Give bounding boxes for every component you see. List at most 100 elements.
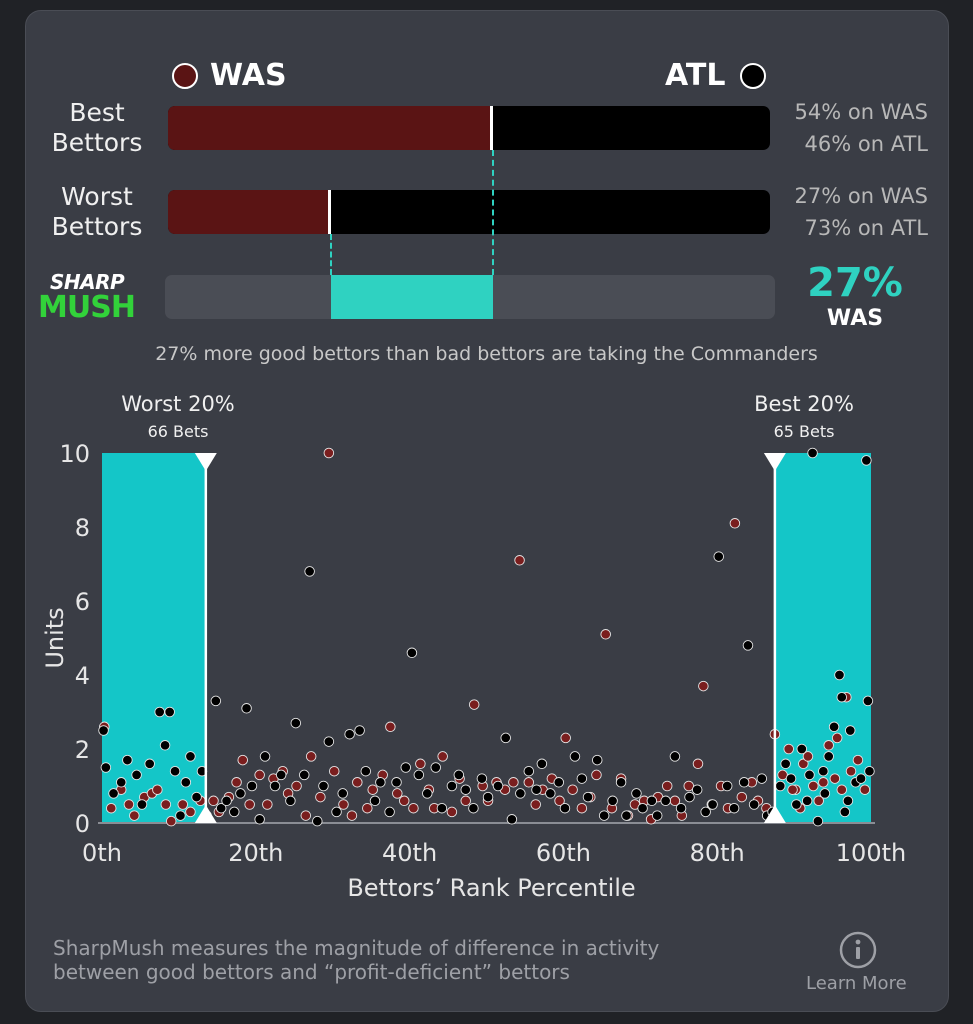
- point-atl: [660, 795, 671, 807]
- point-atl: [728, 802, 740, 814]
- point-atl: [684, 791, 695, 803]
- point-was: [385, 721, 396, 733]
- point-atl: [354, 725, 365, 736]
- sharpmush-logo-top: SHARP: [50, 270, 125, 294]
- point-atl: [259, 751, 271, 762]
- point-atl: [360, 765, 372, 777]
- point-atl: [828, 721, 840, 733]
- point-atl: [582, 791, 594, 803]
- point-atl: [323, 736, 335, 747]
- best-zone-count: 65 Bets: [774, 422, 835, 441]
- highlight-zones: [102, 453, 871, 823]
- point-was: [352, 777, 363, 788]
- point-atl: [98, 725, 109, 736]
- point-atl: [823, 751, 834, 762]
- best-split-dashed-line: [492, 150, 495, 275]
- footer-text-line1: SharpMush measures the magnitude of diff…: [53, 936, 660, 960]
- point-was: [262, 799, 273, 810]
- best-zone-boundary-top-handle: [763, 453, 786, 471]
- best-bettors-pct: 54% on WAS 46% on ATL: [778, 96, 929, 160]
- point-was: [523, 777, 535, 788]
- point-was: [165, 815, 177, 827]
- point-atl: [862, 695, 874, 707]
- learn-more-button[interactable]: Learn More: [800, 928, 918, 998]
- point-was: [392, 788, 403, 799]
- point-was: [346, 810, 358, 821]
- point-atl: [691, 784, 703, 795]
- point-was: [836, 784, 848, 795]
- point-atl: [180, 777, 192, 788]
- point-atl: [275, 769, 287, 781]
- point-was: [798, 758, 809, 770]
- point-was: [408, 802, 419, 814]
- worst-bettors-label-line1: Worst: [61, 182, 133, 211]
- worst-bettors-bar: [168, 190, 770, 234]
- point-atl: [108, 788, 119, 799]
- point-atl: [298, 769, 310, 781]
- point-was: [692, 758, 704, 770]
- point-atl: [812, 815, 824, 827]
- point-atl: [210, 695, 222, 707]
- point-atl: [861, 455, 872, 466]
- point-atl: [331, 806, 342, 818]
- y-tick-label: 4: [75, 662, 90, 690]
- point-atl: [844, 725, 856, 736]
- point-atl: [136, 799, 148, 810]
- point-atl: [675, 802, 687, 814]
- point-atl: [269, 780, 281, 792]
- point-was: [254, 769, 265, 781]
- point-atl: [569, 751, 581, 762]
- point-was: [338, 799, 349, 810]
- point-atl: [819, 788, 831, 799]
- point-atl: [400, 762, 412, 773]
- point-was: [244, 799, 255, 810]
- point-atl: [391, 777, 402, 788]
- point-atl: [545, 788, 556, 799]
- point-atl: [175, 810, 186, 821]
- point-atl: [801, 795, 813, 807]
- point-atl: [492, 780, 504, 792]
- point-atl: [185, 751, 196, 762]
- sharpmush-logo-bottom: MUSH: [38, 290, 136, 325]
- point-was: [514, 555, 525, 566]
- info-icon: [839, 931, 877, 969]
- point-atl: [553, 777, 565, 788]
- point-atl: [756, 773, 768, 784]
- best-bettors-bar: [168, 106, 770, 150]
- worst-bettors-pct: 27% on WAS 73% on ATL: [778, 180, 929, 244]
- worst-atl-pct-text: 73% on ATL: [804, 216, 928, 240]
- point-atl: [621, 810, 632, 821]
- point-was: [415, 758, 426, 770]
- point-atl: [500, 732, 511, 744]
- point-was: [291, 780, 302, 792]
- y-tick-label: 10: [59, 440, 90, 468]
- point-atl: [818, 765, 829, 777]
- point-was: [823, 740, 834, 751]
- point-atl: [169, 765, 181, 777]
- point-atl: [318, 780, 329, 792]
- worst-bettors-label: Worst Bettors: [42, 182, 152, 242]
- point-was: [185, 806, 196, 818]
- sharpmush-team: WAS: [826, 306, 884, 331]
- point-atl: [834, 669, 845, 681]
- point-was: [600, 629, 611, 640]
- point-atl: [482, 791, 494, 803]
- point-was: [576, 802, 588, 814]
- worst-zone-boundary-top-handle: [194, 453, 217, 471]
- point-atl: [369, 795, 381, 807]
- point-atl: [637, 802, 648, 814]
- point-atl: [839, 806, 851, 818]
- point-atl: [304, 566, 315, 577]
- point-was: [437, 751, 448, 762]
- point-was: [802, 751, 814, 762]
- point-was: [530, 799, 541, 810]
- point-atl: [446, 780, 458, 792]
- worst-was-pct-text: 27% on WAS: [794, 184, 929, 208]
- y-axis-title: Units: [41, 607, 69, 668]
- point-atl: [523, 765, 535, 777]
- point-atl: [436, 802, 448, 814]
- worst-split-dashed-line: [329, 234, 332, 275]
- point-atl: [591, 754, 603, 766]
- data-points: [98, 447, 875, 827]
